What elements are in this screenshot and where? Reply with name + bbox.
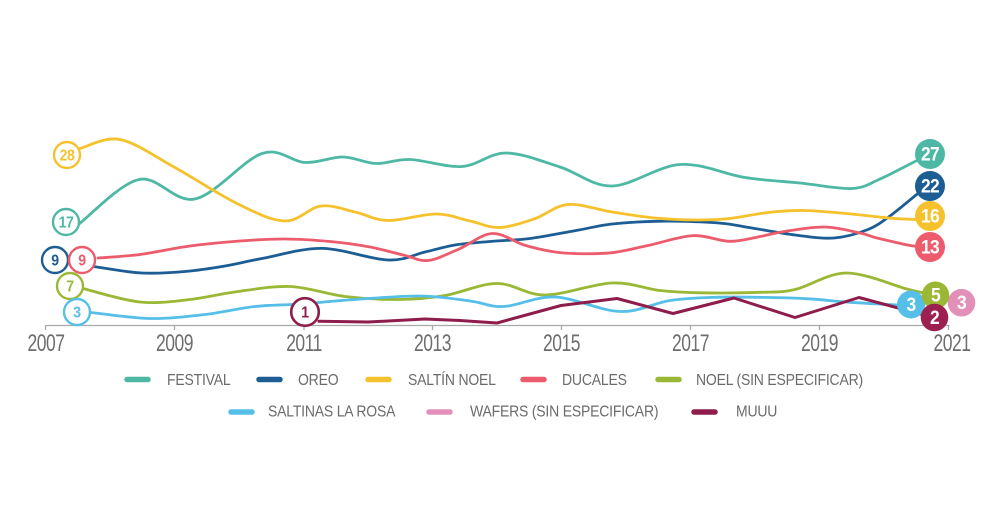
- svg-text:1: 1: [301, 303, 308, 321]
- svg-text:22: 22: [921, 175, 940, 197]
- svg-text:2019: 2019: [801, 330, 838, 356]
- svg-text:2017: 2017: [672, 330, 709, 356]
- svg-text:OREO: OREO: [298, 372, 338, 389]
- svg-text:2015: 2015: [543, 330, 580, 356]
- svg-text:2: 2: [930, 306, 940, 328]
- svg-text:3: 3: [907, 293, 917, 315]
- svg-text:2009: 2009: [156, 330, 193, 356]
- svg-text:MUUU: MUUU: [736, 404, 777, 421]
- svg-text:2007: 2007: [28, 330, 65, 356]
- svg-text:17: 17: [59, 213, 74, 231]
- svg-text:13: 13: [921, 236, 940, 258]
- svg-text:2021: 2021: [934, 330, 971, 356]
- svg-text:3: 3: [73, 303, 80, 321]
- svg-text:SALTÍN NOEL: SALTÍN NOEL: [408, 371, 496, 389]
- svg-text:7: 7: [66, 277, 73, 295]
- svg-text:2011: 2011: [286, 330, 322, 356]
- svg-text:WAFERS (SIN ESPECIFICAR): WAFERS (SIN ESPECIFICAR): [470, 404, 659, 421]
- svg-text:2013: 2013: [414, 330, 451, 356]
- svg-text:16: 16: [921, 205, 940, 227]
- svg-text:9: 9: [51, 251, 58, 269]
- svg-text:DUCALES: DUCALES: [562, 372, 627, 389]
- svg-text:3: 3: [957, 292, 967, 314]
- svg-text:NOEL (SIN ESPECIFICAR): NOEL (SIN ESPECIFICAR): [696, 372, 863, 389]
- svg-text:5: 5: [931, 284, 941, 306]
- svg-text:27: 27: [921, 143, 940, 165]
- svg-text:28: 28: [60, 146, 75, 164]
- svg-text:SALTINAS LA ROSA: SALTINAS LA ROSA: [268, 404, 396, 421]
- svg-text:FESTIVAL: FESTIVAL: [167, 372, 230, 389]
- svg-text:9: 9: [78, 251, 85, 269]
